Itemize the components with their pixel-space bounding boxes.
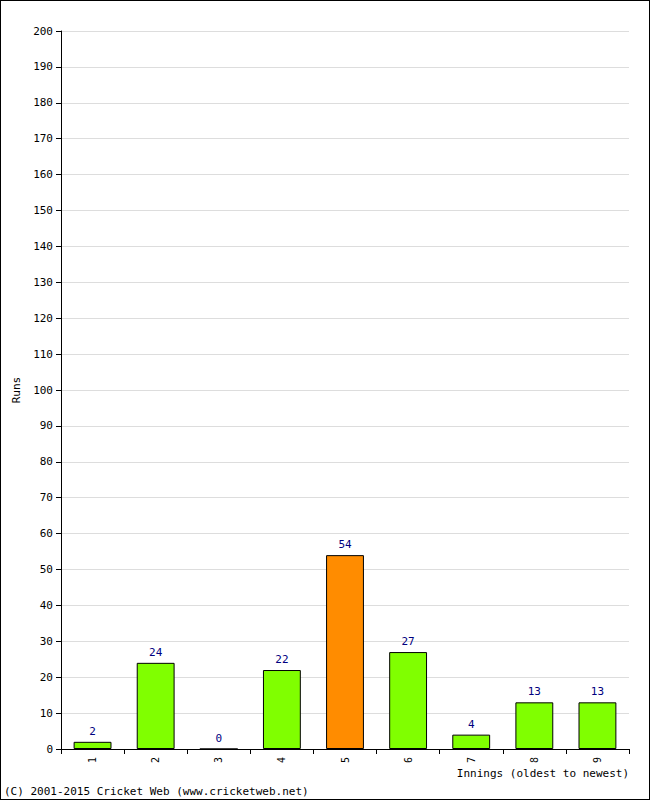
svg-text:54: 54 (338, 538, 352, 551)
svg-text:1: 1 (87, 757, 98, 763)
svg-text:200: 200 (33, 25, 53, 38)
svg-text:2: 2 (89, 725, 96, 738)
svg-text:20: 20 (40, 671, 53, 684)
svg-text:120: 120 (33, 312, 53, 325)
svg-text:Innings (oldest to newest): Innings (oldest to newest) (457, 767, 629, 780)
svg-text:7: 7 (466, 757, 477, 763)
svg-text:190: 190 (33, 60, 53, 73)
svg-text:13: 13 (528, 685, 541, 698)
svg-text:4: 4 (276, 757, 287, 763)
svg-text:0: 0 (46, 743, 53, 756)
svg-text:22: 22 (275, 653, 288, 666)
svg-text:60: 60 (40, 527, 53, 540)
svg-text:100: 100 (33, 384, 53, 397)
svg-text:40: 40 (40, 599, 53, 612)
svg-text:110: 110 (33, 348, 53, 361)
svg-text:9: 9 (592, 757, 603, 763)
svg-text:90: 90 (40, 419, 53, 432)
svg-text:150: 150 (33, 204, 53, 217)
svg-text:10: 10 (40, 707, 53, 720)
svg-text:4: 4 (468, 718, 475, 731)
svg-text:70: 70 (40, 491, 53, 504)
svg-text:13: 13 (591, 685, 604, 698)
svg-text:(C) 2001-2015 Cricket Web (www: (C) 2001-2015 Cricket Web (www.cricketwe… (4, 785, 309, 798)
svg-text:30: 30 (40, 635, 53, 648)
svg-text:24: 24 (149, 646, 163, 659)
svg-text:180: 180 (33, 96, 53, 109)
svg-text:80: 80 (40, 455, 53, 468)
svg-text:160: 160 (33, 168, 53, 181)
svg-text:Runs: Runs (10, 377, 23, 404)
svg-text:5: 5 (340, 757, 351, 763)
svg-text:27: 27 (401, 635, 414, 648)
svg-text:3: 3 (213, 757, 224, 763)
svg-text:8: 8 (529, 757, 540, 763)
svg-text:170: 170 (33, 132, 53, 145)
svg-text:140: 140 (33, 240, 53, 253)
svg-text:0: 0 (215, 732, 222, 745)
svg-text:2: 2 (150, 757, 161, 763)
svg-text:130: 130 (33, 276, 53, 289)
svg-text:50: 50 (40, 563, 53, 576)
svg-text:6: 6 (403, 757, 414, 763)
